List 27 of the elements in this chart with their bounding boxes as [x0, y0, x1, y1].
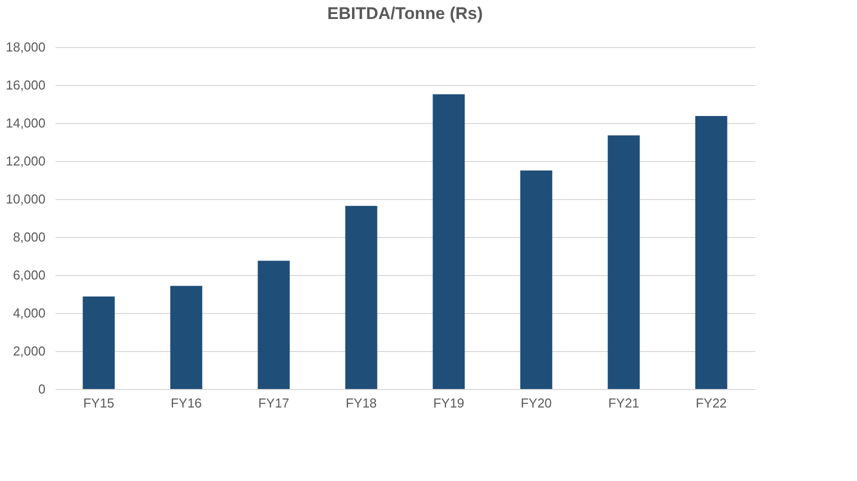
x-tick-label: FY19: [433, 396, 464, 410]
bar: [345, 206, 378, 389]
y-tick-label: 8,000: [12, 230, 46, 244]
x-tick-label: FY22: [696, 396, 727, 410]
x-tick-label: FY20: [520, 396, 552, 410]
y-tick-label: 6,000: [12, 268, 46, 282]
bar: [258, 260, 290, 389]
y-tick-label: 10,000: [6, 192, 46, 206]
y-tick-label: 16,000: [6, 78, 46, 92]
bar: [82, 296, 115, 389]
x-tick-label: FY21: [608, 396, 640, 410]
x-tick-label: FY18: [346, 396, 377, 410]
x-tick-label: FY17: [258, 396, 290, 410]
bar: [608, 135, 640, 389]
y-tick-label: 14,000: [6, 116, 46, 130]
x-tick-label: FY16: [170, 396, 202, 410]
y-tick-label: 0: [38, 382, 46, 396]
bar: [520, 170, 552, 389]
x-tick-label: FY15: [83, 396, 114, 410]
y-tick-label: 2,000: [12, 344, 46, 358]
y-tick-label: 4,000: [12, 306, 46, 320]
y-tick-label: 12,000: [6, 154, 46, 168]
bar: [695, 116, 728, 389]
bar: [170, 286, 202, 389]
chart-title: EBITDA/Tonne (Rs): [327, 4, 483, 23]
bar: [432, 94, 465, 389]
y-tick-label: 18,000: [6, 40, 46, 54]
